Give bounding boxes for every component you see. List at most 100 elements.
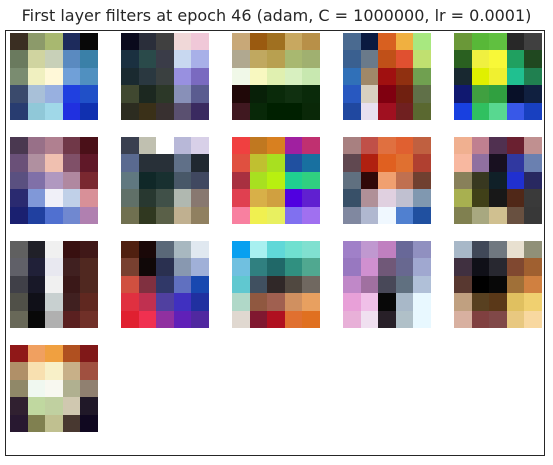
- filter-tile: [10, 241, 99, 329]
- filter-pixel: [10, 102, 29, 121]
- filter-pixel: [413, 50, 432, 69]
- filter-pixel: [27, 206, 46, 225]
- filter-pixel: [302, 310, 321, 329]
- filter-pixel: [249, 241, 268, 259]
- filter-pixel: [267, 102, 286, 121]
- filter-pixel: [138, 189, 157, 208]
- filter-pixel: [173, 310, 192, 329]
- filter-pixel: [284, 137, 303, 155]
- filter-pixel: [454, 275, 473, 294]
- filter-pixel: [524, 154, 543, 173]
- filter-pixel: [173, 189, 192, 208]
- filter-tile: [121, 33, 210, 121]
- filter-pixel: [489, 206, 508, 225]
- filter-pixel: [378, 137, 397, 155]
- filter-pixel: [489, 171, 508, 190]
- filter-pixel: [395, 258, 414, 277]
- filter-pixel: [156, 310, 175, 329]
- filter-pixel: [138, 33, 157, 51]
- filter-pixel: [232, 241, 251, 259]
- filter-pixel: [360, 258, 379, 277]
- filter-tile: [232, 33, 321, 121]
- filter-pixel: [454, 137, 473, 155]
- filter-tile: [454, 33, 543, 121]
- filter-pixel: [454, 102, 473, 121]
- filter-pixel: [121, 293, 140, 312]
- filter-pixel: [80, 414, 99, 433]
- filter-pixel: [80, 189, 99, 208]
- filter-pixel: [360, 206, 379, 225]
- filter-pixel: [302, 33, 321, 51]
- filter-pixel: [80, 345, 99, 363]
- filter-pixel: [62, 241, 81, 259]
- filter-pixel: [302, 189, 321, 208]
- filter-pixel: [62, 50, 81, 69]
- filter-tile: [121, 241, 210, 329]
- filter-pixel: [471, 206, 490, 225]
- filter-pixel: [232, 154, 251, 173]
- filter-pixel: [191, 258, 210, 277]
- filter-pixel: [45, 206, 64, 225]
- filter-pixel: [62, 345, 81, 363]
- filter-pixel: [10, 33, 29, 51]
- filter-pixel: [395, 206, 414, 225]
- filter-pixel: [413, 241, 432, 259]
- filter-pixel: [413, 189, 432, 208]
- filter-pixel: [45, 275, 64, 294]
- filter-pixel: [156, 137, 175, 155]
- filter-pixel: [506, 137, 525, 155]
- filter-tile: [232, 241, 321, 329]
- filter-pixel: [524, 33, 543, 51]
- filter-pixel: [302, 154, 321, 173]
- filter-pixel: [284, 206, 303, 225]
- filter-pixel: [80, 50, 99, 69]
- filter-pixel: [395, 102, 414, 121]
- filter-pixel: [138, 310, 157, 329]
- filter-pixel: [413, 171, 432, 190]
- filter-pixel: [267, 241, 286, 259]
- filter-pixel: [45, 102, 64, 121]
- filter-pixel: [267, 310, 286, 329]
- plot-frame: [5, 30, 545, 456]
- filter-pixel: [80, 67, 99, 86]
- filter-pixel: [27, 102, 46, 121]
- filter-pixel: [62, 33, 81, 51]
- filter-pixel: [489, 275, 508, 294]
- filter-pixel: [80, 171, 99, 190]
- filter-pixel: [10, 67, 29, 86]
- filter-pixel: [343, 102, 362, 121]
- filter-pixel: [62, 258, 81, 277]
- filter-pixel: [489, 154, 508, 173]
- filter-pixel: [360, 102, 379, 121]
- filter-pixel: [156, 67, 175, 86]
- filter-pixel: [360, 33, 379, 51]
- filter-pixel: [302, 241, 321, 259]
- filter-pixel: [121, 241, 140, 259]
- filter-pixel: [62, 293, 81, 312]
- filter-pixel: [506, 171, 525, 190]
- filter-pixel: [173, 241, 192, 259]
- filter-pixel: [62, 379, 81, 398]
- filter-pixel: [156, 85, 175, 104]
- filter-pixel: [378, 258, 397, 277]
- filter-pixel: [489, 50, 508, 69]
- filter-pixel: [232, 137, 251, 155]
- filter-pixel: [378, 33, 397, 51]
- filter-pixel: [173, 206, 192, 225]
- filter-pixel: [360, 241, 379, 259]
- filter-pixel: [378, 171, 397, 190]
- filter-pixel: [524, 67, 543, 86]
- filter-pixel: [395, 137, 414, 155]
- filter-pixel: [489, 33, 508, 51]
- filter-pixel: [471, 85, 490, 104]
- filter-pixel: [489, 189, 508, 208]
- filter-pixel: [10, 258, 29, 277]
- filter-pixel: [378, 241, 397, 259]
- filter-pixel: [378, 275, 397, 294]
- filter-pixel: [267, 275, 286, 294]
- filter-pixel: [284, 293, 303, 312]
- filter-pixel: [173, 50, 192, 69]
- filter-pixel: [27, 189, 46, 208]
- filter-pixel: [471, 258, 490, 277]
- filter-pixel: [413, 154, 432, 173]
